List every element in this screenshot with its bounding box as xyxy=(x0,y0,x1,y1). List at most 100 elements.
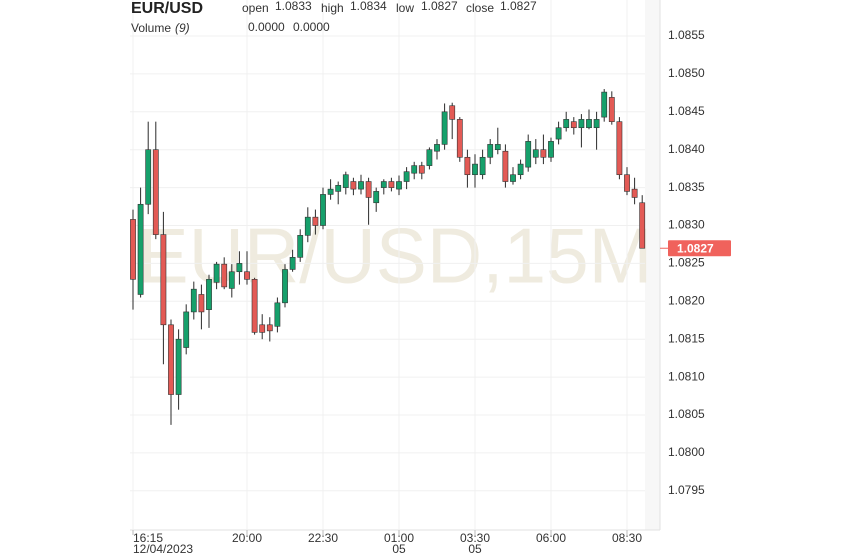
candle-body xyxy=(525,141,532,168)
candle-body xyxy=(593,119,600,129)
candle-body xyxy=(449,105,456,120)
candle-body xyxy=(266,324,273,332)
candle-body xyxy=(198,294,205,313)
candle-body xyxy=(251,279,258,333)
candle-body xyxy=(608,97,615,122)
candle-body xyxy=(624,174,630,192)
candle-body xyxy=(312,216,319,226)
candle-body xyxy=(137,203,144,295)
candle-body xyxy=(274,302,281,327)
y-tick-label: 1.0840 xyxy=(668,142,705,156)
candle-body xyxy=(570,121,577,129)
field-value: 1.0827 xyxy=(421,0,458,13)
candle-body xyxy=(152,149,159,235)
grid xyxy=(130,0,645,530)
y-tick-label: 1.0855 xyxy=(668,28,705,42)
candle-body xyxy=(350,181,357,190)
right-margin xyxy=(645,0,660,530)
candle-body xyxy=(434,144,440,152)
y-tick-label: 1.0825 xyxy=(668,256,705,270)
candle-body xyxy=(479,156,486,176)
candle-body xyxy=(426,149,433,166)
last-price-tag xyxy=(668,240,731,257)
candle-body xyxy=(388,181,395,188)
volume-label: Volume xyxy=(131,21,171,35)
candle-body xyxy=(168,324,174,395)
candle-body xyxy=(532,149,539,158)
candles xyxy=(130,89,646,425)
candle-body xyxy=(441,111,448,145)
y-tick-label: 1.0820 xyxy=(668,293,705,307)
y-tick-label: 1.0845 xyxy=(668,104,705,118)
candle-body xyxy=(206,279,212,310)
candle-body xyxy=(327,188,334,195)
candle-body xyxy=(631,188,638,198)
candle-body xyxy=(183,311,190,348)
candle-body xyxy=(373,191,380,204)
x-tick-label: 20:00 xyxy=(232,531,262,545)
candle-body xyxy=(358,181,364,190)
candle-body xyxy=(403,171,410,182)
candle-body xyxy=(578,119,585,129)
candle-body xyxy=(320,194,326,226)
x-tick-label: 16:15 xyxy=(133,531,163,545)
candle-body xyxy=(259,324,266,333)
candle-body xyxy=(160,234,167,326)
volume-value: 0.0000 xyxy=(293,20,330,34)
candle-body xyxy=(540,149,547,158)
field-label: open xyxy=(242,1,269,15)
candle-body xyxy=(464,156,471,176)
candle-body xyxy=(494,144,501,150)
candle-body xyxy=(380,181,387,188)
candle-body xyxy=(228,271,235,289)
candle-body xyxy=(548,141,554,158)
candle-body xyxy=(601,91,608,118)
y-tick-label: 1.0805 xyxy=(668,407,705,421)
candle-body xyxy=(304,216,311,236)
field-value: 1.0833 xyxy=(275,0,312,13)
candle-body xyxy=(487,144,494,158)
candle-body xyxy=(456,119,463,158)
x-tick-sublabel: 05 xyxy=(392,542,406,556)
candle-body xyxy=(244,271,250,280)
candle-body xyxy=(130,219,136,280)
x-tick-label: 22:30 xyxy=(308,531,338,545)
x-tick-label: 06:00 xyxy=(536,531,566,545)
candle-body xyxy=(236,263,243,273)
candle-body xyxy=(221,263,228,288)
candle-body xyxy=(418,165,425,174)
y-tick-label: 1.0795 xyxy=(668,483,705,497)
candle-body xyxy=(342,174,349,188)
y-tick-label: 1.0810 xyxy=(668,369,705,383)
candle-body xyxy=(616,121,623,176)
candle-body xyxy=(502,150,509,182)
candle-body xyxy=(472,163,478,176)
candle-body xyxy=(145,149,152,205)
x-tick-label: 01:00 xyxy=(384,531,414,545)
candle-body xyxy=(411,165,418,174)
candle-body xyxy=(297,235,304,258)
field-label: low xyxy=(396,1,414,15)
symbol: EUR/USD xyxy=(131,0,203,17)
candle-body xyxy=(365,181,372,198)
candle-body xyxy=(586,119,592,129)
x-tick-sublabel: 12/04/2023 xyxy=(133,542,193,556)
candle-body xyxy=(563,119,570,129)
x-tick-label: 08:30 xyxy=(612,531,642,545)
candle-body xyxy=(555,127,562,140)
watermark: EUR/USD,15M xyxy=(138,212,653,300)
candle-body xyxy=(517,163,524,176)
last-price-label: 1.0827 xyxy=(677,241,714,255)
volume-value: 0.0000 xyxy=(248,20,285,34)
candle-body xyxy=(175,338,182,395)
y-tick-label: 1.0815 xyxy=(668,331,705,345)
y-tick-label: 1.0835 xyxy=(668,180,705,194)
y-tick-label: 1.0850 xyxy=(668,66,705,80)
candle-body xyxy=(510,174,516,182)
y-tick-label: 1.0830 xyxy=(668,218,705,232)
x-tick-label: 03:30 xyxy=(460,531,490,545)
field-label: high xyxy=(321,1,344,15)
candle-body xyxy=(396,181,402,190)
